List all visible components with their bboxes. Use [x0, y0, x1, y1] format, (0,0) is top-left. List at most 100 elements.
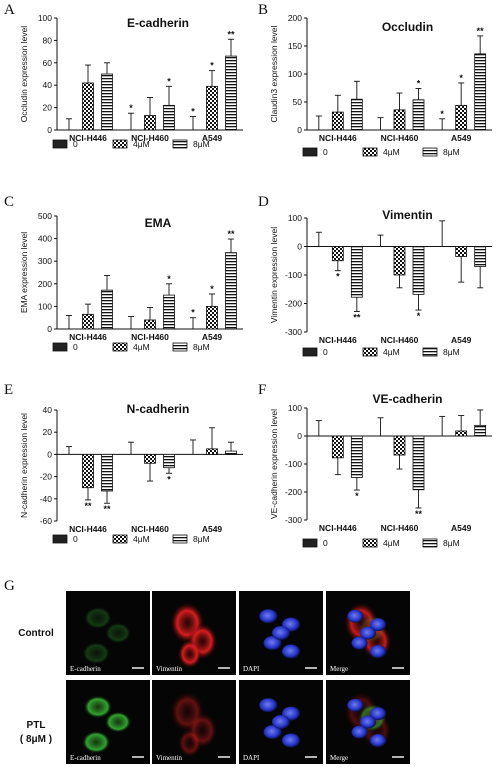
nucleus — [263, 636, 282, 651]
y-axis-label: VE-cadherin expression level — [269, 409, 279, 519]
legend-label: 0 — [323, 347, 328, 357]
cell-stain — [105, 622, 132, 644]
x-category-label: NCI-H446 — [319, 133, 357, 143]
y-axis-label: Occludin expression level — [19, 26, 29, 122]
micrograph-dapi: DAPI — [239, 591, 323, 675]
y-tick-label: 0 — [47, 125, 52, 135]
charts-layer: E-cadherin Occludin expression level 0 20 40… — [19, 13, 492, 548]
micrograph-label: E-cadherin — [70, 754, 101, 762]
micrograph-label: Vimentin — [156, 754, 183, 762]
y-tick-label: -100 — [285, 459, 302, 469]
bar — [455, 246, 468, 257]
bar — [101, 453, 113, 492]
legend-label: 0 — [73, 139, 78, 149]
bar — [225, 252, 237, 330]
y-tick-label: 0 — [297, 242, 302, 252]
micrograph-dapi: DAPI — [239, 680, 323, 764]
legend-swatch — [422, 147, 438, 157]
significance-star: ** — [103, 504, 111, 514]
bar — [144, 319, 156, 330]
chart-b: Occludin Claudin3 expression level 0 50 100 1… — [269, 13, 492, 157]
y-tick-label: 0 — [47, 324, 52, 334]
legend-swatch — [172, 534, 188, 544]
x-category-label: A549 — [202, 332, 223, 342]
chart-c: EMA EMA expression level 0 100 200 300 400 500 N… — [19, 211, 243, 352]
y-tick-label: 0 — [297, 125, 302, 135]
y-tick-label: -300 — [285, 327, 302, 337]
bar — [144, 453, 156, 464]
legend-swatch — [172, 342, 188, 352]
cell-stain — [177, 728, 202, 758]
bar — [225, 450, 237, 455]
y-tick-label: 400 — [38, 234, 52, 244]
bar — [206, 305, 218, 330]
x-category-label: A549 — [451, 523, 472, 533]
x-category-label: NCI-H446 — [69, 332, 107, 342]
significance-star: ** — [353, 312, 361, 322]
chart-e: N-cadherin N-cadherin expression level -60… — [19, 402, 243, 544]
bar — [163, 294, 175, 330]
bar — [350, 246, 363, 298]
bar — [206, 448, 218, 455]
legend: 0 4μM 8μM — [302, 147, 460, 157]
legend: 0 4μM 8μM — [302, 538, 460, 548]
nucleus — [370, 618, 387, 632]
legend-swatch — [302, 538, 318, 548]
x-category-label: NCI-H446 — [69, 133, 107, 143]
bar — [350, 98, 363, 131]
y-tick-label: -100 — [285, 270, 302, 280]
significance-star: * — [417, 79, 421, 89]
micrograph-vimentin: Vimentin — [152, 591, 236, 675]
bar — [350, 435, 363, 478]
y-tick-label: 200 — [288, 13, 302, 23]
legend-label: 4μM — [383, 147, 400, 157]
significance-star: ** — [227, 229, 235, 239]
significance-star: * — [210, 284, 214, 294]
x-category-label: NCI-H460 — [131, 524, 169, 534]
legend-label: 0 — [73, 342, 78, 352]
x-category-label: A549 — [202, 524, 223, 534]
bar — [412, 435, 425, 491]
panel-letter-a: A — [4, 2, 15, 18]
legend-label: 4μM — [383, 347, 400, 357]
significance-star: * — [417, 311, 421, 321]
bar — [412, 246, 425, 295]
x-category-label: NCI-H460 — [381, 133, 419, 143]
legend-swatch — [172, 139, 188, 149]
micrograph-merge: Merge — [326, 680, 410, 764]
legend-label: 0 — [323, 538, 328, 548]
nucleus — [259, 609, 278, 624]
legend-label: 8μM — [193, 534, 210, 544]
x-category-label: A549 — [202, 133, 223, 143]
bar — [393, 246, 406, 276]
nucleus — [370, 733, 387, 747]
nucleus — [370, 644, 387, 658]
y-tick-label: 100 — [288, 403, 302, 413]
bar — [82, 453, 94, 489]
chart-title: Occludin — [382, 20, 433, 34]
y-tick-label: -40 — [40, 494, 53, 504]
bar — [331, 111, 344, 131]
y-tick-label: 40 — [43, 405, 53, 415]
bar — [163, 453, 175, 469]
y-tick-label: 20 — [43, 427, 53, 437]
nucleus — [351, 725, 368, 739]
y-tick-label: 200 — [38, 279, 52, 289]
chart-f: VE-cadherin VE-cadherin expression level-… — [269, 392, 492, 548]
legend-swatch — [112, 139, 128, 149]
nucleus — [370, 707, 387, 721]
y-tick-label: -200 — [285, 299, 302, 309]
nucleus — [282, 733, 301, 748]
bar — [474, 246, 487, 267]
y-tick-label: 80 — [43, 35, 53, 45]
chart-title: Vimentin — [382, 208, 432, 222]
bar — [393, 109, 406, 131]
x-category-label: NCI-H446 — [319, 335, 357, 345]
x-category-label: NCI-H446 — [319, 523, 357, 533]
y-tick-label: 500 — [38, 211, 52, 221]
significance-star: * — [129, 103, 133, 113]
chart-title: E-cadherin — [127, 16, 189, 30]
chart-a: E-cadherin Occludin expression level 0 20 40… — [19, 13, 243, 149]
y-tick-label: 50 — [293, 97, 303, 107]
